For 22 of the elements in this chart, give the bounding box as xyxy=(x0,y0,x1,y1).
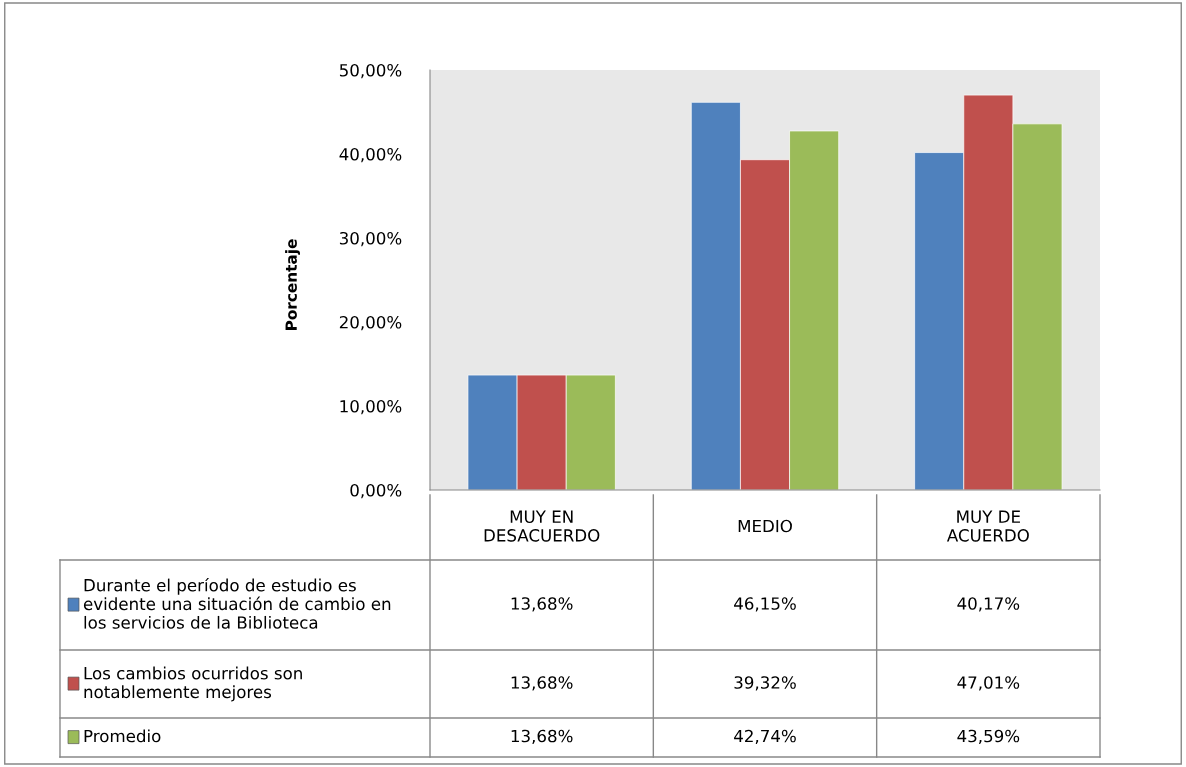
data-label: 47,01% xyxy=(957,676,1020,691)
data-label: 43,59% xyxy=(957,729,1020,745)
y-tick-label: 30,00% xyxy=(339,231,402,247)
data-label: 46,15% xyxy=(734,597,796,612)
x-tick-label: MUY DE ACUERDO xyxy=(946,510,1029,542)
x-tick-label: MUY EN DESACUERDO xyxy=(484,510,600,542)
legend-label: Los cambios ocurridos son notablemente mejores xyxy=(84,666,302,702)
data-label: 13,68% xyxy=(511,729,573,745)
y-tick-label: 0,00% xyxy=(350,483,402,499)
y-axis-title: Porcentaje xyxy=(285,239,300,330)
data-label: 40,17% xyxy=(957,597,1020,612)
x-tick-label: MEDIO xyxy=(738,519,792,533)
data-label: 39,32% xyxy=(734,676,796,691)
legend-label: Promedio xyxy=(84,729,161,743)
data-label: 13,68% xyxy=(511,676,573,691)
y-tick-label: 10,00% xyxy=(340,399,402,415)
y-tick-label: 40,00% xyxy=(339,147,402,163)
legend-label: Durante el período de estudio es evidente una situación de cambio en los servicios de la Biblioteca xyxy=(83,577,391,629)
data-label: 13,68% xyxy=(511,597,573,612)
y-tick-label: 50,00% xyxy=(339,63,402,79)
y-tick-label: 20,00% xyxy=(339,315,402,331)
data-label: 42,74% xyxy=(734,729,796,745)
